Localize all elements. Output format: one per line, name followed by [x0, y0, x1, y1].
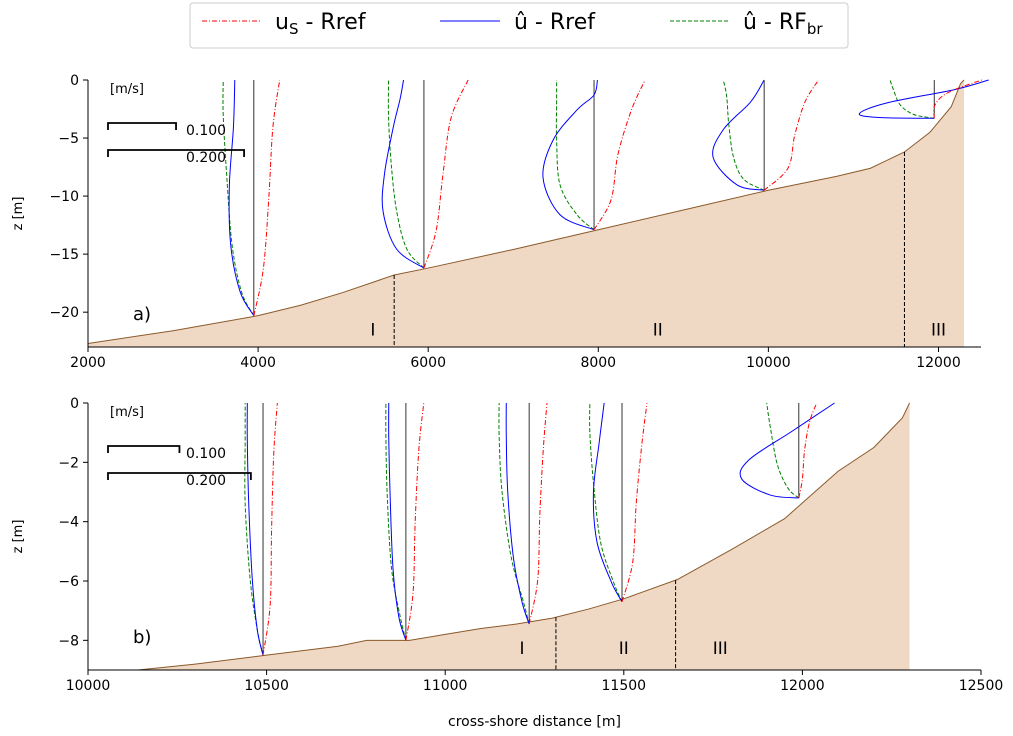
panel-b-x-tick-label: 10000	[66, 678, 111, 694]
panel-a-profile-4-u-rf	[722, 79, 765, 191]
panel-b-y-tick-label: −6	[58, 574, 79, 590]
panel-b-profile-4-u-ref	[592, 402, 623, 603]
panel-a-x-tick-label: 8000	[580, 355, 616, 371]
legend-uref-label: û - Rref	[514, 10, 596, 35]
panel-b-profile-3-us	[528, 402, 548, 625]
panel-a-profile-2-us	[423, 79, 469, 269]
panel-b-scale-bar-2	[107, 472, 252, 480]
panel-a-y-axis-label: z [m]	[11, 197, 26, 231]
legend-frame	[189, 2, 849, 49]
panel-b-zone-label-2: II	[619, 639, 629, 659]
panel-b-scale-bar-1	[107, 445, 181, 453]
panel-a-profile-3-u-ref	[542, 79, 598, 231]
panel-a-profile-5-u-ref	[858, 79, 989, 119]
panel-a-scale-bar-label-2: 0.200	[186, 150, 226, 166]
panel-a-y-tick-label: 0	[70, 73, 79, 89]
panel-b-x-tick-label: 12500	[959, 678, 1004, 694]
panel-b-scale-unit: [m/s]	[110, 405, 144, 420]
panel-a-zone-label-3: III	[931, 321, 946, 341]
panel-a-scale-bar-1	[107, 122, 177, 130]
panel-b-profile-2-u-ref	[388, 402, 407, 641]
panel-b-y-tick-label: −4	[58, 515, 79, 531]
legend-us-label: uS - Rref	[275, 10, 367, 38]
panel-b-profile-1-u-ref	[246, 402, 264, 656]
panel-b-profile-4-u-rf	[589, 402, 623, 602]
panel-b-zone-label-3: III	[713, 639, 728, 659]
panel-a-profile-3-us	[593, 79, 646, 231]
panel-a-scale-bar-label-1: 0.100	[186, 123, 226, 139]
panel-b-profile-1-u-rf	[244, 403, 264, 656]
panel-b-profile-5-us	[798, 402, 818, 499]
panel-a-profile-1-u-rf	[222, 79, 255, 316]
panel-a-profile-2-u-ref	[381, 79, 425, 269]
panel-b-profile-2-us	[405, 402, 425, 641]
panel-a-profile-2-u-rf	[387, 79, 425, 269]
panel-b-profile-4-us	[621, 402, 648, 602]
panel-a-y-tick-label: −15	[49, 247, 79, 263]
panel-a-profile-5-u-rf	[889, 79, 935, 119]
panel-b-y-tick-label: −8	[58, 633, 79, 649]
panel-b-scale-bar-label-1: 0.100	[186, 446, 226, 462]
panel-a-zone-label-1: I	[370, 321, 375, 341]
panel-b-profile-5-u-ref	[739, 402, 835, 499]
panel-b-label: b)	[133, 627, 151, 648]
panel-b-seabed-line	[137, 402, 911, 671]
panel-b-profile-3-u-ref	[505, 402, 530, 625]
panel-b-scale-bar-label-2: 0.200	[186, 473, 226, 489]
panel-b-seabed-fill	[138, 403, 910, 670]
panel-a-profile-4-u-ref	[712, 79, 765, 191]
panel-a-seabed-line	[87, 79, 965, 345]
panel-a-x-tick-label: 10000	[746, 355, 791, 371]
panel-a-y-tick-label: −20	[49, 305, 79, 321]
panel-b-zone-label-1: I	[519, 639, 524, 659]
panel-a-x-tick-label: 6000	[410, 355, 446, 371]
panel-a-seabed-fill	[88, 80, 964, 347]
legend: uS - Rref û - Rref û - RFbr	[189, 2, 849, 49]
panel-b-y-tick-label: 0	[70, 396, 79, 412]
panel-a-x-tick-label: 12000	[916, 355, 961, 371]
panel-a-zone-label-2: II	[653, 321, 663, 341]
panel-a-x-tick-label: 4000	[240, 355, 276, 371]
panel-b-x-axis-label: cross-shore distance [m]	[448, 714, 621, 730]
panel-b-profile-2-u-rf	[385, 402, 407, 641]
panel-b-profile-3-u-rf	[498, 402, 530, 625]
panel-a-profile-1-u-ref	[228, 79, 255, 316]
panel-b-profile-5-u-rf	[766, 402, 800, 499]
panel-a-profile-1-us	[253, 79, 281, 316]
panel-a-profile-5-us	[933, 79, 983, 119]
panel-a-y-tick-label: −10	[49, 189, 79, 205]
panel-a-label: a)	[133, 304, 151, 325]
panel-a-profile-4-us	[763, 79, 819, 191]
panel-b-y-tick-label: −2	[58, 455, 79, 471]
panel-a-scale-unit: [m/s]	[110, 82, 144, 97]
panel-a-x-tick-label: 2000	[70, 355, 106, 371]
panel-b-x-tick-label: 12000	[780, 678, 825, 694]
panel-a-profile-3-u-rf	[555, 80, 595, 231]
panel-b-x-tick-label: 10500	[244, 678, 289, 694]
panel-a-y-tick-label: −5	[58, 131, 79, 147]
panel-b-y-axis-label: z [m]	[11, 520, 26, 554]
panel-b-profile-1-us	[262, 402, 278, 656]
panel-b-x-tick-label: 11500	[602, 678, 647, 694]
legend-urf-label: û - RFbr	[743, 10, 823, 38]
panel-a-scale-bar-2	[107, 149, 245, 157]
panel-b-x-tick-label: 11000	[423, 678, 468, 694]
